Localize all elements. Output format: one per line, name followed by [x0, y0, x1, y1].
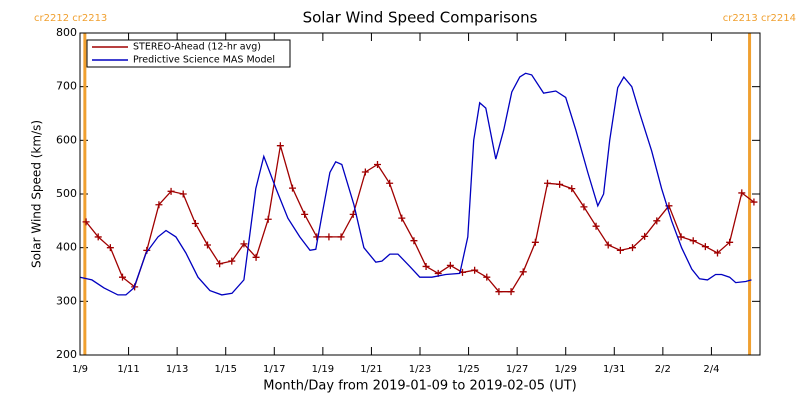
legend-label: STEREO-Ahead (12-hr avg) [133, 42, 261, 53]
data-point [119, 273, 126, 281]
data-point [689, 237, 697, 245]
data-point [398, 214, 406, 222]
y-tick-label: 600 [56, 133, 77, 146]
legend-label: Predictive Science MAS Model [133, 55, 275, 66]
x-tick-label: 1/15 [214, 364, 236, 375]
x-tick-label: 1/27 [506, 364, 528, 375]
data-point [726, 238, 734, 246]
x-tick-label: 1/25 [457, 364, 479, 375]
data-point [507, 288, 515, 296]
y-axis-label: Solar Wind Speed (km/s) [30, 120, 44, 268]
data-point [641, 232, 649, 240]
x-tick-label: 1/21 [360, 364, 382, 375]
x-tick-label: 1/11 [117, 364, 139, 375]
data-point [264, 215, 272, 223]
x-tick-label: 1/29 [554, 364, 576, 375]
data-point [204, 241, 211, 249]
data-point [410, 237, 418, 245]
data-point [94, 233, 102, 241]
data-point [556, 180, 564, 188]
data-point [374, 160, 381, 168]
data-point [519, 268, 527, 276]
data-point [495, 288, 503, 296]
y-tick-label: 800 [56, 26, 77, 39]
data-point [677, 233, 685, 241]
data-point [568, 185, 576, 193]
data-point [313, 233, 321, 241]
data-point [216, 260, 224, 268]
data-point [179, 190, 187, 198]
data-point [191, 220, 199, 228]
x-tick-label: 1/9 [72, 364, 88, 375]
y-tick-label: 200 [56, 348, 77, 361]
x-tick-label: 1/19 [312, 364, 334, 375]
series-line [79, 72, 752, 296]
rotation-label: cr2212 cr2213 [34, 13, 107, 24]
y-tick-label: 500 [56, 187, 77, 200]
data-point [106, 244, 114, 252]
data-point [750, 198, 758, 206]
data-point [483, 273, 491, 281]
data-point [580, 203, 588, 211]
data-point [82, 218, 90, 226]
data-point [289, 184, 296, 192]
x-axis-label: Month/Day from 2019-01-09 to 2019-02-05 … [263, 379, 576, 394]
data-point [701, 243, 709, 251]
x-tick-label: 1/23 [409, 364, 431, 375]
chart-title: Solar Wind Speed Comparisons [303, 9, 538, 27]
y-tick-label: 400 [56, 241, 77, 254]
series-line [85, 145, 755, 293]
data-point [714, 249, 721, 257]
data-point [653, 217, 661, 225]
data-point [616, 246, 624, 254]
x-tick-label: 2/2 [655, 364, 671, 375]
data-point [240, 240, 248, 248]
data-point [471, 266, 479, 274]
data-point [155, 201, 163, 209]
data-point [301, 210, 309, 218]
legend-box [86, 39, 291, 68]
x-tick-label: 2/4 [703, 364, 719, 375]
data-point [325, 233, 333, 241]
data-point [337, 233, 345, 241]
data-point [276, 142, 284, 150]
y-tick-label: 700 [56, 80, 77, 93]
data-point [422, 262, 430, 270]
plot-frame [79, 32, 761, 356]
data-point [252, 253, 260, 261]
data-point [738, 189, 746, 197]
data-point [228, 257, 236, 265]
data-point [604, 241, 612, 249]
x-tick-label: 1/17 [263, 364, 285, 375]
x-tick-label: 1/13 [166, 364, 188, 375]
data-point [544, 179, 551, 187]
data-point [531, 238, 539, 246]
y-tick-label: 300 [56, 294, 77, 307]
rotation-label: cr2213 cr2214 [723, 13, 796, 24]
data-point [446, 261, 454, 269]
data-point [629, 244, 636, 252]
data-point [386, 179, 394, 187]
data-point [361, 168, 369, 176]
data-point [592, 222, 600, 230]
x-tick-label: 1/31 [603, 364, 625, 375]
data-point [167, 187, 175, 195]
